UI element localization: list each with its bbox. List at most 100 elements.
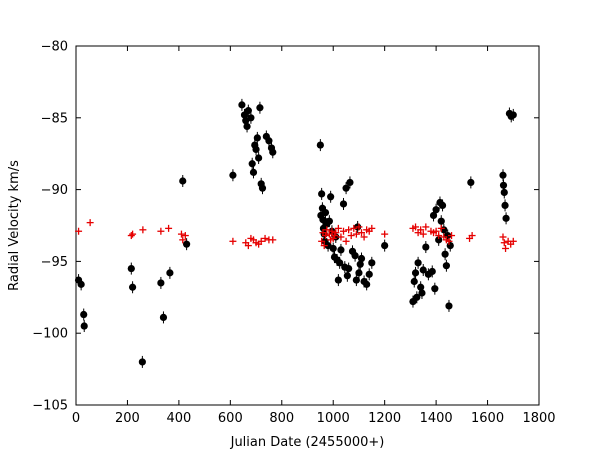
y-tick-label: −85 [41,111,68,126]
circle-marker [441,248,449,261]
x-tick-label: 800 [269,411,294,426]
y-tick-label: −100 [32,327,68,342]
circle-marker [321,206,330,219]
circle-marker [431,282,439,295]
circle-marker [509,108,517,121]
plus-marker [337,233,345,241]
x-tick-label: 600 [218,411,243,426]
y-tick-label: −80 [41,40,68,55]
circle-marker [325,215,333,228]
circle-marker [502,212,510,225]
plus-marker [165,224,173,232]
plus-marker [139,226,147,234]
circle-marker [258,182,267,195]
circle-marker [80,308,88,321]
circle-marker [327,190,335,203]
x-axis-label: Julian Date (2455000+) [230,435,385,450]
plus-marker [468,232,476,240]
plus-marker [347,232,355,240]
circle-marker [253,131,261,144]
circle-marker [138,355,146,368]
circle-marker [252,143,260,156]
x-tick-label: 1200 [368,411,401,426]
circle-marker [329,242,337,255]
circle-marker [157,276,165,289]
plus-marker [445,237,453,245]
circle-marker [413,291,421,304]
circle-marker [418,286,426,299]
plus-marker [86,219,94,227]
plus-marker [181,232,189,240]
circle-marker [346,176,354,189]
circle-marker [345,262,353,275]
plus-marker [358,229,366,237]
x-tick-label: 400 [166,411,191,426]
plus-marker [412,223,420,231]
circle-marker [339,197,348,210]
plus-marker [269,236,277,244]
circle-marker [414,256,422,269]
circle-marker [238,98,246,111]
plus-marker [127,232,135,240]
circle-marker [179,174,187,187]
plus-marker [179,236,187,244]
circle-marker [127,262,135,275]
y-tick-label: −105 [32,399,68,414]
circle-marker [128,281,137,294]
x-tick-label: 0 [72,411,80,426]
circle-marker [442,259,450,272]
series-black-circles [74,98,517,368]
circle-marker [432,203,440,216]
circle-marker [368,256,376,269]
plus-marker [435,232,443,240]
plus-marker [229,237,237,245]
plot-frame [75,45,540,406]
plus-marker [332,229,340,237]
plus-marker [345,226,353,234]
plus-marker [355,223,363,231]
circle-marker [351,249,359,262]
circle-marker [248,157,256,170]
plus-marker [368,224,376,232]
plus-marker [448,232,456,240]
circle-marker [411,266,420,279]
circle-marker [501,199,509,212]
plus-marker [360,233,368,241]
circle-marker [80,320,88,333]
plus-marker [323,226,331,234]
x-tick-label: 1000 [317,411,350,426]
circle-marker [265,134,273,147]
plus-marker [432,227,440,235]
plus-marker [318,237,326,245]
circle-marker [438,199,447,212]
plus-marker [322,232,330,240]
plus-marker [320,242,328,250]
circle-marker [77,278,85,291]
plus-marker [129,230,137,238]
circle-marker [256,101,264,114]
circle-marker [500,186,508,199]
circle-marker [467,176,475,189]
circle-marker [410,275,418,288]
x-tick-label: 200 [115,411,140,426]
circle-marker [255,152,263,165]
plus-marker [340,227,348,235]
circle-marker [269,146,277,159]
plus-marker [342,237,350,245]
plus-marker [334,224,342,232]
plus-marker [350,224,358,232]
plus-marker [328,227,336,235]
data-points [74,98,517,368]
plus-marker [422,223,430,231]
plus-marker [419,230,427,238]
plus-marker [417,226,425,234]
circle-marker [445,299,453,312]
circle-marker [428,265,436,278]
circle-marker [365,268,373,281]
circle-marker [334,274,342,287]
plus-marker [500,239,508,247]
x-tick-label: 1600 [471,411,504,426]
series-red-plus [75,219,517,252]
circle-marker [318,187,326,200]
